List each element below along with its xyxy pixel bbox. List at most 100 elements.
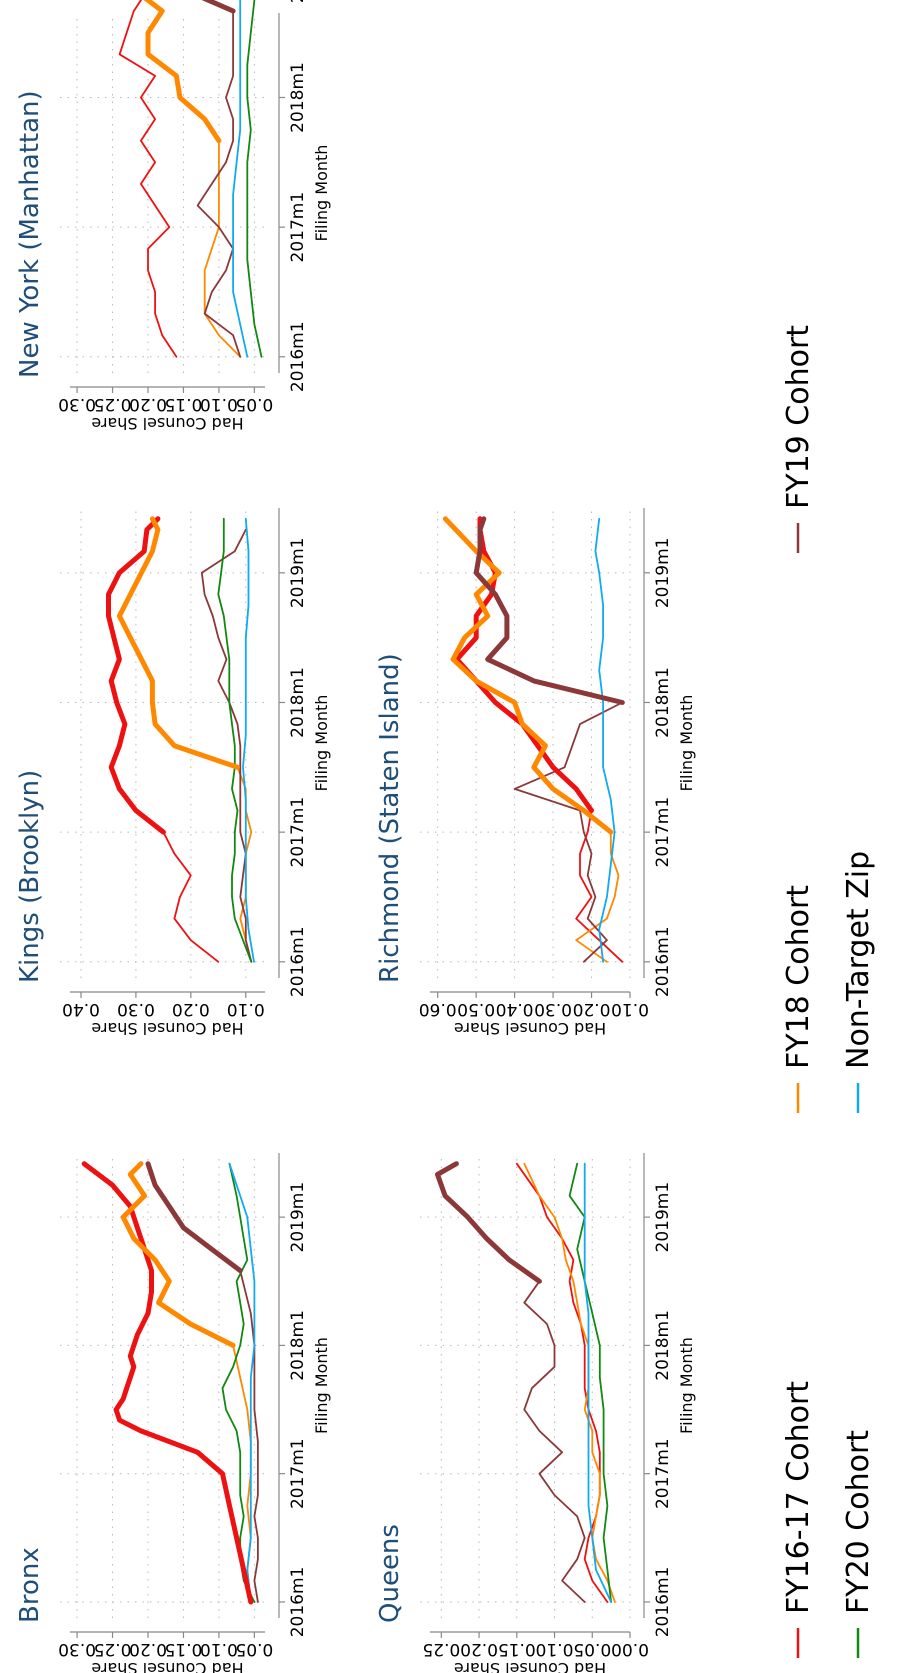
panel-title: Bronx bbox=[15, 1547, 45, 1623]
y-tick-label: 0.20 bbox=[573, 999, 611, 1019]
x-tick-label: 2018m1 bbox=[288, 1310, 308, 1381]
y-tick-label: 0.25 bbox=[422, 1639, 460, 1659]
legend-label: Non-Target Zip bbox=[841, 851, 876, 1069]
panel-title: Kings (Brooklyn) bbox=[15, 770, 45, 983]
y-tick-label: 0.05 bbox=[573, 1639, 611, 1659]
x-tick-label: 2017m1 bbox=[288, 192, 308, 263]
legend-item-fy20-cohort: FY20 Cohort bbox=[841, 1430, 876, 1658]
series-line-fy20-cohort-thin bbox=[221, 1162, 256, 1603]
y-axis-title: Had Counsel Share bbox=[91, 1019, 243, 1038]
x-tick-label: 2016m1 bbox=[288, 926, 308, 997]
series-line-fy18-cohort-thick bbox=[116, 516, 240, 770]
panel-queens: Queens 0.000.050.100.150.200.25 2016m1 2017… bbox=[375, 1153, 696, 1673]
y-tick-label: 0.10 bbox=[200, 394, 238, 414]
y-tick-label: 0.15 bbox=[165, 1639, 203, 1659]
legend-item-non-target-zip: Non-Target Zip bbox=[841, 851, 876, 1113]
series-line-fy18-cohort-thick bbox=[442, 516, 614, 835]
legend-item-fy18-cohort: FY18 Cohort bbox=[781, 885, 816, 1113]
panel-title: Queens bbox=[375, 1524, 405, 1623]
y-tick-label: 0.25 bbox=[94, 394, 132, 414]
x-tick-label: 2016m1 bbox=[288, 321, 308, 392]
series-line-fy19-cohort-thick bbox=[473, 516, 625, 705]
panel-new-york-manhattan: New York (Manhattan) 0.050.100.150.200.25… bbox=[15, 0, 331, 433]
x-axis-title: Filing Month bbox=[312, 1337, 331, 1434]
series-line-fy18-cohort-thin bbox=[203, 139, 242, 358]
y-tick-label: 0.20 bbox=[129, 1639, 167, 1659]
series-line-fy16-17-cohort-thin bbox=[162, 831, 220, 963]
y-axis-title: Had Counsel Share bbox=[454, 1659, 606, 1673]
x-tick-label: 2017m1 bbox=[288, 1438, 308, 1509]
series-line-fy20-cohort-thin bbox=[246, 0, 263, 358]
panel-richmond-staten-island: Richmond (Staten Island) 0.100.200.300.40… bbox=[375, 508, 696, 1038]
x-axis-title: Filing Month bbox=[312, 145, 331, 242]
y-tick-label: 0.00 bbox=[611, 1639, 649, 1659]
x-tick-label: 2019m1 bbox=[653, 538, 673, 609]
y-tick-label: 0.20 bbox=[129, 394, 167, 414]
y-tick-label: 0.15 bbox=[498, 1639, 536, 1659]
series-line-fy16-17-cohort-thin bbox=[97, 0, 178, 358]
series-line-fy19-cohort-thin bbox=[196, 10, 242, 358]
x-tick-label: 2019m1 bbox=[288, 0, 308, 3]
y-tick-label: 0.20 bbox=[172, 999, 210, 1019]
x-tick-label: 2017m1 bbox=[653, 1438, 673, 1509]
panel-title: Richmond (Staten Island) bbox=[375, 653, 405, 983]
x-axis-title: Filing Month bbox=[677, 695, 696, 792]
x-axis-title: Filing Month bbox=[677, 1337, 696, 1434]
series-line-fy19-cohort-thin bbox=[513, 701, 624, 963]
legend-label: FY20 Cohort bbox=[841, 1430, 876, 1614]
x-tick-label: 2018m1 bbox=[653, 1310, 673, 1381]
y-tick-label: 0.10 bbox=[200, 1639, 238, 1659]
x-tick-label: 2016m1 bbox=[653, 926, 673, 997]
y-tick-label: 0.20 bbox=[460, 1639, 498, 1659]
series-line-fy16-17-cohort-thin bbox=[575, 809, 624, 963]
y-tick-label: 0.30 bbox=[534, 999, 572, 1019]
series-line-fy19-cohort-thin bbox=[523, 1280, 586, 1603]
y-tick-label: 0.15 bbox=[165, 394, 203, 414]
x-tick-label: 2016m1 bbox=[288, 1567, 308, 1638]
panels-group: Bronx0.050.100.150.200.250.302016m12017m… bbox=[15, 0, 696, 1673]
series-line-fy19-cohort-thick bbox=[435, 1161, 542, 1284]
y-tick-label: 0.05 bbox=[235, 1639, 273, 1659]
series-line-fy19-cohort-thin bbox=[200, 528, 253, 963]
y-tick-label: 0.10 bbox=[227, 999, 265, 1019]
x-tick-label: 2018m1 bbox=[288, 62, 308, 133]
x-tick-label: 2017m1 bbox=[288, 797, 308, 868]
y-tick-label: 0.25 bbox=[94, 1639, 132, 1659]
x-tick-label: 2019m1 bbox=[653, 1182, 673, 1253]
x-tick-label: 2017m1 bbox=[653, 797, 673, 868]
series-line-non-target-zip-thin bbox=[583, 1162, 612, 1603]
panel-title: New York (Manhattan) bbox=[15, 90, 45, 378]
x-tick-label: 2018m1 bbox=[288, 667, 308, 738]
series-line-fy16-17-cohort-thin bbox=[515, 1162, 609, 1603]
series-line-fy16-17-cohort-thick bbox=[81, 1161, 254, 1605]
y-tick-label: 0.30 bbox=[117, 999, 155, 1019]
x-tick-label: 2016m1 bbox=[653, 1567, 673, 1638]
y-tick-label: 0.50 bbox=[457, 999, 495, 1019]
series-line-fy20-cohort-thin bbox=[217, 517, 253, 963]
series-line-fy20-cohort-thin bbox=[568, 1162, 612, 1603]
legend: FY16-17 Cohort FY18 Cohort FY19 Cohort FY20… bbox=[781, 325, 876, 1658]
legend-label: FY19 Cohort bbox=[781, 325, 816, 509]
y-tick-label: 0.40 bbox=[62, 999, 100, 1019]
series-line-non-target-zip-thin bbox=[242, 517, 255, 963]
x-tick-label: 2018m1 bbox=[653, 667, 673, 738]
x-tick-label: 2019m1 bbox=[288, 538, 308, 609]
y-axis-title: Had Counsel Share bbox=[454, 1019, 606, 1038]
x-tick-label: 2019m1 bbox=[288, 1182, 308, 1253]
panel-kings-brooklyn: Kings (Brooklyn) 0.10 0.20 0.30 0.40 2016m1 20… bbox=[15, 508, 331, 1038]
y-tick-label: 0.05 bbox=[235, 394, 273, 414]
y-axis-title: Had Counsel Share bbox=[91, 414, 243, 433]
y-axis-title: Had Counsel Share bbox=[91, 1659, 243, 1673]
legend-label: FY16-17 Cohort bbox=[781, 1381, 816, 1614]
series-line-fy18-cohort-thick bbox=[81, 0, 222, 144]
y-tick-label: 0.30 bbox=[58, 1639, 96, 1659]
legend-item-fy16-17-cohort: FY16-17 Cohort bbox=[781, 1381, 816, 1658]
series-line-non-target-zip-thin bbox=[228, 1162, 256, 1603]
legend-label: FY18 Cohort bbox=[781, 885, 816, 1069]
series-line-non-target-zip-thin bbox=[594, 517, 616, 963]
panel-bronx: Bronx 0.050.100.150.200.250.30 2016m1 2017m… bbox=[15, 1153, 331, 1673]
series-line-fy16-17-cohort-thick bbox=[106, 516, 166, 835]
series-line-non-target-zip-thin bbox=[232, 0, 249, 358]
series-line-fy18-cohort-thin bbox=[575, 831, 620, 963]
